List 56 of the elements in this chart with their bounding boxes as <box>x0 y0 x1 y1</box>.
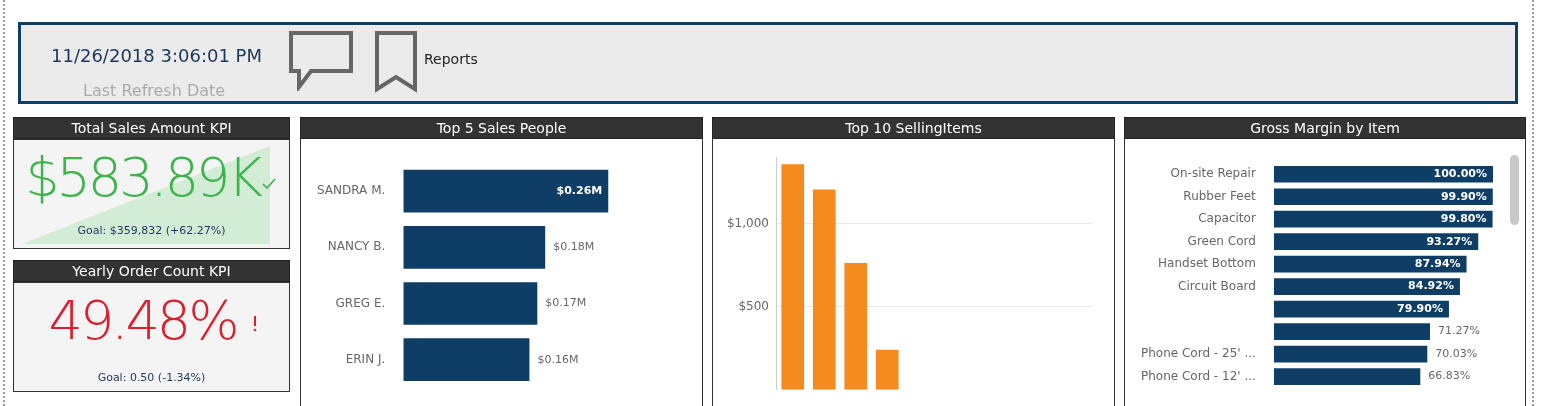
bar <box>403 282 538 325</box>
y-tick-label: $500 <box>738 298 769 313</box>
data-label: 93.27% <box>1426 234 1473 248</box>
y-tick-label: Phone Cord - 12' ... <box>1140 368 1256 383</box>
y-tick-label: SANDRA M. <box>317 183 386 198</box>
bar <box>1273 210 1493 228</box>
text: Yearly Order Count KPI <box>13 260 290 282</box>
bar <box>875 349 899 390</box>
data-label: 66.83% <box>1428 369 1471 383</box>
bar <box>1273 233 1479 251</box>
text: 11/26/2018 3:06:01 PM <box>51 45 262 66</box>
data-label: 71.27% <box>1438 324 1480 338</box>
y-tick-label: Rubber Feet <box>1183 188 1257 203</box>
chart-title: Gross Margin by Item <box>1124 117 1526 139</box>
y-tick-label: Handset Bottom <box>1158 256 1256 271</box>
data-label: 99.80% <box>1440 212 1487 226</box>
text: $583.89K <box>24 146 262 209</box>
text: Last Refresh Date <box>83 81 226 100</box>
bar <box>781 164 805 390</box>
data-label: $0.26M <box>556 183 603 197</box>
bar <box>403 338 530 382</box>
y-tick-label: Green Cord <box>1187 233 1256 248</box>
data-label: 84.92% <box>1408 279 1454 293</box>
bar <box>403 169 609 213</box>
bar <box>844 263 868 390</box>
bar <box>1273 345 1428 363</box>
text: Goal: $359,832 (+62.27%) <box>76 224 227 237</box>
y-tick-label: ERIN J. <box>345 351 386 366</box>
y-tick-label: NANCY B. <box>327 239 386 254</box>
data-label: 87.94% <box>1414 257 1461 271</box>
chart-title: Top 10 SellingItems <box>712 117 1115 139</box>
text: Total Sales Amount KPI <box>13 117 290 139</box>
data-label: $0.16M <box>537 352 579 366</box>
bar <box>1273 278 1460 295</box>
bar <box>1273 188 1493 206</box>
y-tick-label: On-site Repair <box>1170 166 1256 181</box>
data-label: $0.18M <box>553 240 595 254</box>
bar <box>1273 368 1421 385</box>
y-tick-label: Capacitor <box>1198 211 1256 226</box>
bar <box>403 225 546 269</box>
data-label: 99.90% <box>1440 189 1487 203</box>
y-tick-label: GREG E. <box>335 295 386 310</box>
y-tick-label: $1,000 <box>726 215 769 230</box>
bar <box>812 189 836 390</box>
data-label: $0.17M <box>545 296 587 310</box>
bar <box>1273 165 1493 183</box>
data-label: 70.03% <box>1435 346 1478 360</box>
y-tick-label: Circuit Board <box>1178 278 1256 293</box>
text: Goal: 0.50 (-1.34%) <box>96 371 207 384</box>
chart-title: Top 5 Sales People <box>300 117 703 139</box>
text: 49.48% <box>47 289 238 352</box>
text: Reports <box>424 51 478 67</box>
bar <box>1273 323 1431 340</box>
data-label: 79.90% <box>1397 301 1443 315</box>
data-label: 100.00% <box>1433 167 1487 181</box>
y-tick-label: Phone Cord - 25' ... <box>1140 346 1256 361</box>
